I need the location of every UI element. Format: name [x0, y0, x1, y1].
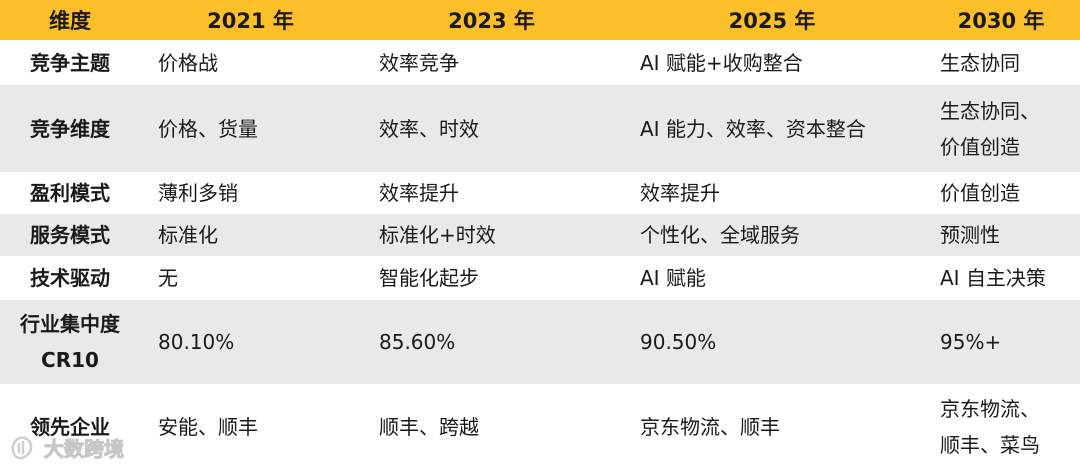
table-cell: AI 能力、效率、资本整合 [622, 85, 922, 172]
table-cell: 标准化+时效 [361, 214, 622, 256]
table-row: 服务模式 标准化 标准化+时效 个性化、全域服务 预测性 [0, 214, 1080, 256]
table-cell: 京东物流、顺丰、菜鸟 [922, 384, 1080, 469]
cell-line: 90.50% [640, 330, 717, 354]
header-row: 维度 2021 年 2023 年 2025 年 2030 年 [0, 0, 1080, 40]
table-cell: 85.60% [361, 300, 622, 384]
header-dimension: 维度 [0, 0, 140, 40]
header-2021: 2021 年 [140, 0, 361, 40]
row-dimension-label: 行业集中度 CR10 [0, 300, 140, 384]
cell-line: 个性化、全域服务 [640, 223, 800, 247]
cell-line: 效率提升 [640, 181, 720, 205]
table-cell: 价格、货量 [140, 85, 361, 172]
table-cell: 效率竞争 [361, 40, 622, 85]
cell-line: 无 [158, 266, 178, 290]
header-2030: 2030 年 [922, 0, 1080, 40]
row-dimension-label: 技术驱动 [30, 266, 110, 290]
table-cell: 无 [140, 256, 361, 300]
cell-line: 预测性 [940, 223, 1000, 247]
table-cell: 智能化起步 [361, 256, 622, 300]
table-row: 领先企业 安能、顺丰 顺丰、跨越 京东物流、顺丰 京东物流、顺丰、菜鸟 [0, 384, 1080, 469]
row-dimension-label: 竞争主题 [30, 50, 110, 75]
table-cell: 效率提升 [622, 172, 922, 214]
cell-line: 价格、货量 [158, 116, 258, 141]
table-cell: 生态协同 [922, 40, 1080, 85]
brand-logo-icon [11, 436, 33, 460]
table-cell: 80.10% [140, 300, 361, 384]
cell-line: 价格战 [158, 50, 218, 75]
table-cell: 个性化、全域服务 [622, 214, 922, 256]
row-dimension-label: 服务模式 [0, 214, 140, 256]
table-cell: 效率、时效 [361, 85, 622, 172]
table-cell: AI 赋能+收购整合 [622, 40, 922, 85]
watermark-text: 大数跨境 [44, 436, 125, 461]
table-cell: AI 自主决策 [922, 256, 1080, 300]
table-row: 竞争维度 价格、货量 效率、时效 AI 能力、效率、资本整合 生态协同、价值创造 [0, 85, 1080, 172]
cell-line: 智能化起步 [379, 266, 479, 290]
table-cell: 安能、顺丰 [140, 384, 361, 469]
table-cell: 标准化 [140, 214, 361, 256]
cell-line: 价值创造 [940, 134, 1020, 159]
cell-line: 价值创造 [940, 181, 1020, 205]
cell-line: 效率提升 [379, 181, 459, 205]
cell-line: 京东物流、顺丰 [640, 414, 780, 439]
row-dimension-label: 领先企业 [30, 414, 110, 439]
table-cell: AI 赋能 [622, 256, 922, 300]
table-row: 技术驱动 无 智能化起步 AI 赋能 AI 自主决策 [0, 256, 1080, 300]
cell-line: 生态协同、 [940, 98, 1040, 123]
cell-line: AI 赋能+收购整合 [640, 50, 803, 75]
table-cell: 薄利多销 [140, 172, 361, 214]
header-2023: 2023 年 [361, 0, 622, 40]
cell-line: 顺丰、菜鸟 [940, 432, 1040, 457]
cell-line: 京东物流、 [940, 396, 1040, 421]
header-2025: 2025 年 [622, 0, 922, 40]
table-cell: 价格战 [140, 40, 361, 85]
cell-line: 安能、顺丰 [158, 414, 258, 439]
table-cell: 生态协同、 价值创造 [922, 85, 1080, 172]
cell-line: 效率、时效 [379, 116, 479, 141]
cell-line: 顺丰、跨越 [379, 414, 479, 439]
table-cell: 效率提升 [361, 172, 622, 214]
cell-line: 薄利多销 [158, 181, 238, 205]
dimension-line: CR10 [41, 348, 99, 372]
cell-line: 标准化 [158, 223, 218, 247]
row-dimension-label: 盈利模式 [30, 181, 110, 205]
table-row: 竞争主题 价格战 效率竞争 AI 赋能+收购整合 生态协同 [0, 40, 1080, 85]
dimension-line: 行业集中度 [20, 312, 120, 336]
cell-line: 标准化+时效 [379, 223, 496, 247]
cell-line: AI 自主决策 [940, 266, 1046, 290]
cell-line: 95%+ [940, 330, 1002, 354]
watermark: 大数跨境 [8, 430, 125, 464]
table-cell: 95%+ [922, 300, 1080, 384]
cell-line: 效率竞争 [379, 50, 459, 75]
cell-line: AI 赋能 [640, 266, 706, 290]
table-row: 行业集中度 CR10 80.10% 85.60% 90.50% 95%+ [0, 300, 1080, 384]
table-cell: 价值创造 [922, 172, 1080, 214]
row-dimension-label: 竞争维度 [0, 85, 140, 172]
table-cell: 90.50% [622, 300, 922, 384]
cell-line: 85.60% [379, 330, 456, 354]
table-body: 竞争主题 价格战 效率竞争 AI 赋能+收购整合 生态协同竞争维度 价格、货量 效率、时效 A… [0, 40, 1080, 469]
table-cell: 预测性 [922, 214, 1080, 256]
table-cell: 顺丰、跨越 [361, 384, 622, 469]
table-row: 盈利模式 薄利多销 效率提升 效率提升 价值创造 [0, 172, 1080, 214]
table-cell: 京东物流、顺丰 [622, 384, 922, 469]
cell-line: 生态协同 [940, 50, 1020, 75]
cell-line: 80.10% [158, 330, 235, 354]
cell-line: AI 能力、效率、资本整合 [640, 116, 866, 141]
